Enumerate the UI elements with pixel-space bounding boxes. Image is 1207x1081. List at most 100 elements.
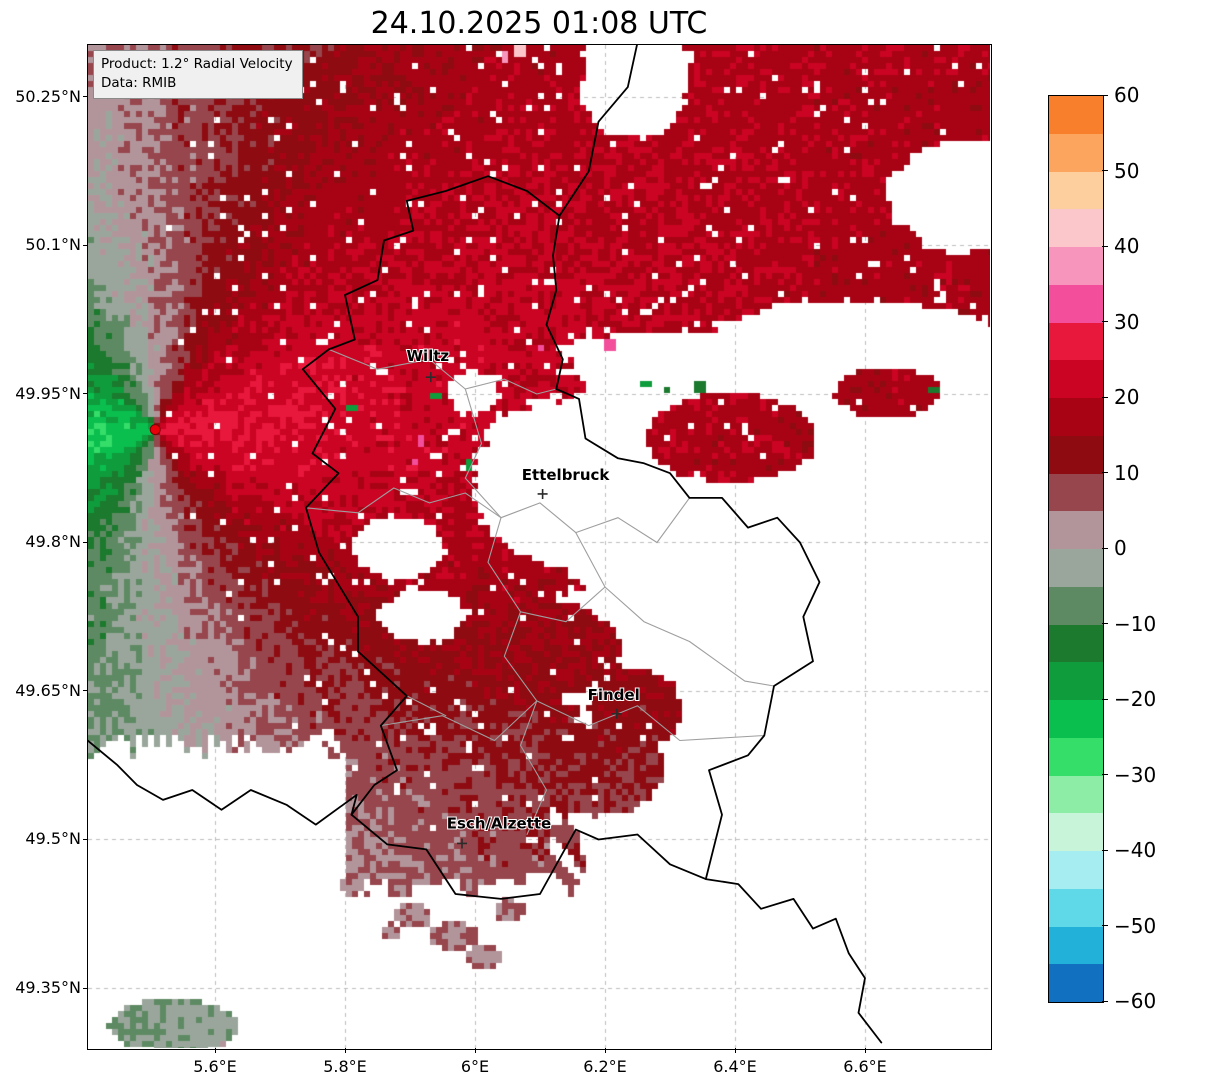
- city-marker-group: Findel: [587, 685, 641, 719]
- x-tick-mark: [864, 1048, 866, 1053]
- colorbar-tick-label: −60: [1114, 989, 1157, 1013]
- colorbar-tick-label: 20: [1114, 385, 1140, 409]
- city-marker-group: Wiltz: [405, 346, 450, 383]
- y-tick-mark: [83, 393, 88, 395]
- colorbar-band: [1049, 322, 1103, 361]
- colorbar-scale: [1048, 95, 1104, 1003]
- colorbar-tick-mark: [1102, 170, 1108, 171]
- colorbar-tick-label: 60: [1114, 83, 1140, 107]
- city-plus-icon: [611, 708, 622, 719]
- colorbar-band: [1049, 964, 1103, 1002]
- colorbar-band: [1049, 435, 1103, 474]
- colorbar-band: [1049, 209, 1103, 247]
- x-tick-mark: [604, 1048, 606, 1053]
- colorbar-band: [1049, 851, 1103, 889]
- x-tick-mark: [474, 1048, 476, 1053]
- colorbar-tick-mark: [1102, 321, 1108, 322]
- region-border-line: [519, 586, 606, 623]
- y-tick-label: 50.25°N: [15, 86, 81, 106]
- colorbar-tick-label: −30: [1114, 762, 1157, 787]
- colorbar-band: [1049, 171, 1103, 210]
- colorbar-tick-mark: [1102, 547, 1108, 549]
- colorbar-tick-label: −50: [1114, 913, 1157, 938]
- colorbar-tick-mark: [1102, 774, 1108, 775]
- data-source-line: Data: RMIB: [101, 74, 177, 91]
- region-border-line: [575, 532, 775, 687]
- x-tick-label: 6.2°E: [583, 1057, 627, 1076]
- x-tick-label: 5.8°E: [323, 1057, 367, 1076]
- colorbar: [1048, 95, 1104, 1003]
- y-tick-mark: [83, 987, 88, 989]
- colorbar-band: [1049, 133, 1103, 172]
- region-border-line: [464, 388, 548, 836]
- city-plus-icon: [425, 372, 436, 383]
- colorbar-tick-mark: [1102, 925, 1108, 926]
- y-tick-mark: [83, 96, 88, 98]
- x-tick-label: 6.4°E: [713, 1057, 757, 1076]
- colorbar-tick-mark: [1102, 94, 1108, 96]
- colorbar-band: [1049, 926, 1103, 965]
- colorbar-band: [1049, 586, 1103, 625]
- y-tick-mark: [83, 244, 88, 246]
- colorbar-band: [1049, 624, 1103, 663]
- colorbar-band: [1049, 700, 1103, 738]
- colorbar-tick-mark: [1102, 245, 1108, 247]
- colorbar-tick-label: 10: [1114, 460, 1140, 485]
- colorbar-band: [1049, 473, 1103, 512]
- region-border-line: [406, 695, 447, 717]
- colorbar-tick-label: 30: [1114, 309, 1140, 334]
- product-info-box: Product: 1.2° Radial Velocity Data: RMIB: [93, 50, 303, 99]
- x-tick-mark: [734, 1048, 736, 1053]
- y-tick-label: 49.35°N: [15, 978, 81, 997]
- page-title: 24.10.2025 01:08 UTC: [370, 6, 708, 41]
- colorbar-tick-label: −10: [1114, 611, 1157, 636]
- colorbar-tick-mark: [1102, 1000, 1108, 1002]
- x-tick-label: 6°E: [460, 1057, 490, 1076]
- city-label: Ettelbruck: [522, 466, 611, 484]
- country-border-line: [301, 175, 821, 900]
- y-tick-mark: [83, 541, 88, 543]
- country-border-line: [704, 878, 883, 1044]
- y-tick-mark: [83, 838, 88, 840]
- x-tick-mark: [214, 1048, 216, 1053]
- map-overlay: Wiltz Ettelbruck Findel Esch/Alzette: [88, 45, 883, 1044]
- city-label: Findel: [588, 686, 640, 704]
- colorbar-band: [1049, 360, 1103, 398]
- colorbar-band: [1049, 511, 1103, 549]
- x-tick-label: 5.6°E: [193, 1057, 237, 1076]
- colorbar-tick-label: 0: [1114, 536, 1127, 560]
- velocity-field-canvas: [88, 45, 990, 1048]
- country-border-line: [558, 45, 638, 217]
- city-label: Wiltz: [406, 347, 449, 365]
- colorbar-band: [1049, 813, 1103, 851]
- colorbar-tick-mark: [1102, 849, 1108, 851]
- y-tick-label: 49.95°N: [15, 383, 81, 403]
- country-border-line: [88, 739, 358, 826]
- colorbar-tick-label: 50: [1114, 158, 1140, 183]
- colorbar-band: [1049, 888, 1103, 927]
- colorbar-band: [1049, 775, 1103, 814]
- y-tick-mark: [83, 690, 88, 692]
- colorbar-band: [1049, 96, 1103, 134]
- colorbar-band: [1049, 284, 1103, 323]
- city-plus-icon: [457, 838, 468, 849]
- region-border-line: [380, 700, 765, 742]
- x-tick-mark: [344, 1048, 346, 1053]
- y-tick-label: 49.8°N: [25, 532, 81, 552]
- product-line: Product: 1.2° Radial Velocity: [101, 56, 293, 72]
- colorbar-band: [1049, 247, 1103, 285]
- x-tick-label: 6.6°E: [843, 1057, 887, 1076]
- city-marker-group: Esch/Alzette: [446, 813, 552, 849]
- colorbar-tick-mark: [1102, 623, 1108, 624]
- region-border-line: [305, 487, 691, 544]
- colorbar-tick-label: 40: [1114, 234, 1140, 258]
- colorbar-band: [1049, 398, 1103, 436]
- colorbar-tick-mark: [1102, 396, 1108, 398]
- y-tick-label: 49.65°N: [15, 680, 81, 700]
- colorbar-tick-label: −20: [1114, 687, 1157, 711]
- city-label: Esch/Alzette: [447, 814, 551, 832]
- colorbar-tick-mark: [1102, 698, 1108, 700]
- radar-site-dot: [149, 424, 161, 436]
- colorbar-tick-label: −40: [1114, 838, 1157, 862]
